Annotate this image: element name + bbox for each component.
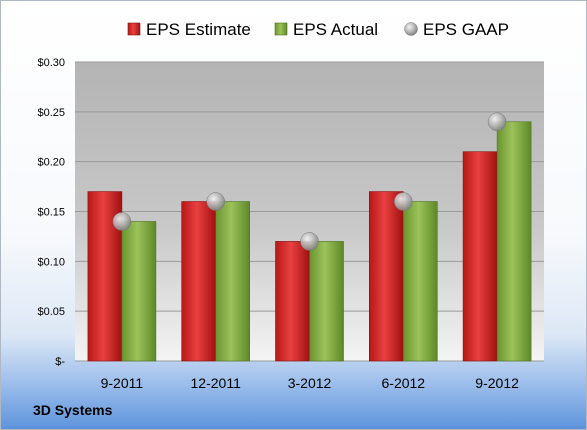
y-tick-label: $- — [55, 356, 65, 368]
x-category-label: 6-2012 — [382, 375, 426, 391]
company-label: 3D Systems — [33, 402, 113, 418]
y-tick-label: $0.20 — [37, 157, 65, 169]
legend-estimate-swatch — [127, 22, 141, 36]
y-tick-label: $0.30 — [37, 57, 65, 69]
x-category-label: 3-2012 — [288, 375, 332, 391]
actual-bar — [121, 221, 157, 362]
estimate-bar — [181, 201, 216, 362]
gaap-marker — [206, 192, 225, 211]
x-category-label: 9-2012 — [475, 375, 519, 391]
gaap-marker — [112, 212, 132, 231]
gaap-markers — [112, 112, 507, 251]
y-tick-label: $0.10 — [37, 256, 65, 268]
y-tick-label: $0.15 — [37, 207, 65, 219]
legend-estimate-label: EPS Estimate — [146, 20, 251, 39]
gaap-marker — [487, 112, 507, 132]
actual-bar — [402, 201, 438, 362]
y-tick-label: $0.25 — [37, 107, 65, 119]
legend: EPS Estimate EPS Actual EPS GAAP — [127, 20, 509, 39]
estimate-bar — [368, 191, 404, 362]
actual-bar — [496, 121, 532, 362]
x-category-label: 12-2011 — [191, 375, 242, 391]
x-axis-categories: 9-2011 12-2011 3-2012 6-2012 9-2012 — [101, 375, 519, 391]
legend-gaap-label: EPS GAAP — [423, 20, 509, 39]
legend-gaap-swatch — [404, 22, 418, 36]
gaap-marker — [300, 232, 319, 251]
actual-bar — [309, 241, 344, 362]
legend-actual-swatch — [274, 22, 288, 36]
actual-bar — [215, 201, 250, 362]
x-category-label: 9-2011 — [101, 375, 144, 391]
gaap-marker — [394, 192, 413, 211]
bars — [87, 121, 532, 362]
y-tick-label: $0.05 — [37, 306, 65, 318]
y-axis-ticks: $- $0.05 $0.10 $0.15 $0.20 $0.25 $0.30 — [37, 57, 65, 368]
estimate-bar — [462, 151, 498, 362]
estimate-bar — [275, 241, 310, 362]
legend-actual-label: EPS Actual — [293, 20, 378, 39]
